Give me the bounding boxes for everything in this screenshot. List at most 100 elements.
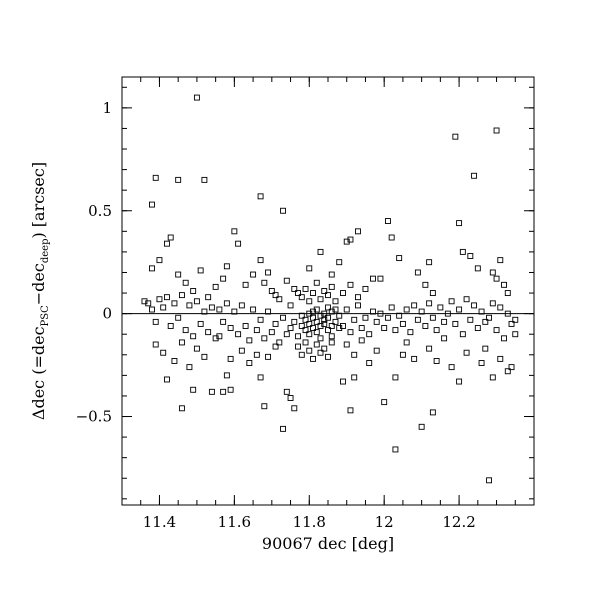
data-point (482, 345, 489, 352)
data-point (497, 355, 504, 362)
data-point (332, 306, 339, 313)
data-point (265, 269, 272, 276)
data-point (261, 335, 268, 342)
data-point (325, 292, 331, 299)
data-point (186, 364, 193, 371)
data-point (223, 300, 230, 307)
data-point (283, 331, 290, 338)
data-point (317, 248, 324, 255)
data-point (317, 349, 324, 356)
data-point (253, 327, 260, 334)
data-point (310, 325, 316, 331)
data-point (235, 331, 242, 338)
data-point (422, 323, 429, 329)
data-point (298, 323, 305, 329)
data-point (302, 285, 309, 292)
data-point (332, 318, 339, 325)
data-point (392, 446, 399, 453)
data-point (193, 298, 200, 305)
data-point (201, 176, 208, 183)
data-point (257, 374, 264, 381)
data-point (403, 339, 410, 346)
data-point (317, 335, 324, 342)
data-point (444, 310, 451, 317)
data-point (276, 296, 283, 303)
data-point (429, 409, 436, 416)
data-point (501, 335, 507, 342)
data-point (295, 333, 301, 340)
data-point (306, 298, 313, 305)
data-point (497, 257, 504, 264)
data-point (433, 358, 440, 364)
data-point (340, 378, 346, 385)
data-point (355, 228, 361, 235)
data-point (272, 343, 279, 350)
y-tick-label: 0 (102, 305, 112, 323)
data-point (467, 316, 474, 323)
data-point (321, 310, 328, 317)
data-point (231, 308, 238, 315)
data-point (178, 405, 185, 412)
data-point (399, 320, 406, 327)
data-point (411, 355, 418, 362)
data-point (186, 302, 193, 309)
data-point (459, 248, 466, 255)
data-point (302, 327, 309, 334)
data-point (366, 360, 373, 366)
data-point (381, 399, 388, 406)
data-point (414, 269, 421, 276)
data-point (167, 323, 174, 329)
data-point (362, 285, 369, 292)
data-point (358, 325, 365, 331)
x-tick-label: 11.6 (218, 513, 251, 531)
data-point (355, 302, 361, 309)
data-point (433, 327, 440, 334)
data-point (261, 403, 268, 410)
data-point (456, 220, 463, 227)
data-point (355, 294, 361, 301)
data-point (265, 353, 272, 360)
data-point (504, 310, 511, 317)
y-tick-label: 0.5 (88, 202, 112, 220)
data-point (227, 355, 234, 362)
data-point (426, 259, 433, 266)
data-point (347, 236, 354, 243)
data-point (220, 388, 227, 395)
data-point (493, 127, 500, 134)
data-point (437, 304, 444, 311)
data-point (493, 327, 500, 334)
data-point (283, 388, 290, 395)
data-point (178, 292, 185, 299)
data-point (261, 279, 268, 286)
data-point (156, 296, 163, 303)
x-tick-label: 12.2 (442, 513, 475, 531)
data-point (280, 314, 286, 321)
data-point (456, 378, 463, 385)
data-point (414, 316, 421, 323)
data-point (287, 302, 294, 309)
data-point (373, 347, 380, 354)
data-point (190, 288, 197, 294)
data-point (336, 312, 343, 319)
data-point (223, 372, 230, 379)
data-point (325, 304, 331, 311)
data-point (291, 285, 298, 292)
data-point (306, 320, 313, 327)
data-point (268, 329, 275, 336)
data-point (190, 333, 197, 340)
data-point (362, 314, 369, 321)
data-point (156, 257, 163, 264)
data-point (163, 240, 170, 247)
data-point (208, 304, 215, 311)
data-point (182, 327, 189, 334)
data-point (388, 234, 395, 241)
data-point (448, 364, 455, 371)
data-point (175, 314, 182, 321)
data-point (493, 275, 500, 282)
data-point (313, 329, 320, 336)
data-point (396, 255, 403, 262)
data-point (441, 318, 448, 325)
data-point (328, 333, 335, 340)
data-point (302, 316, 309, 323)
y-tick-label: −0.5 (76, 408, 112, 426)
